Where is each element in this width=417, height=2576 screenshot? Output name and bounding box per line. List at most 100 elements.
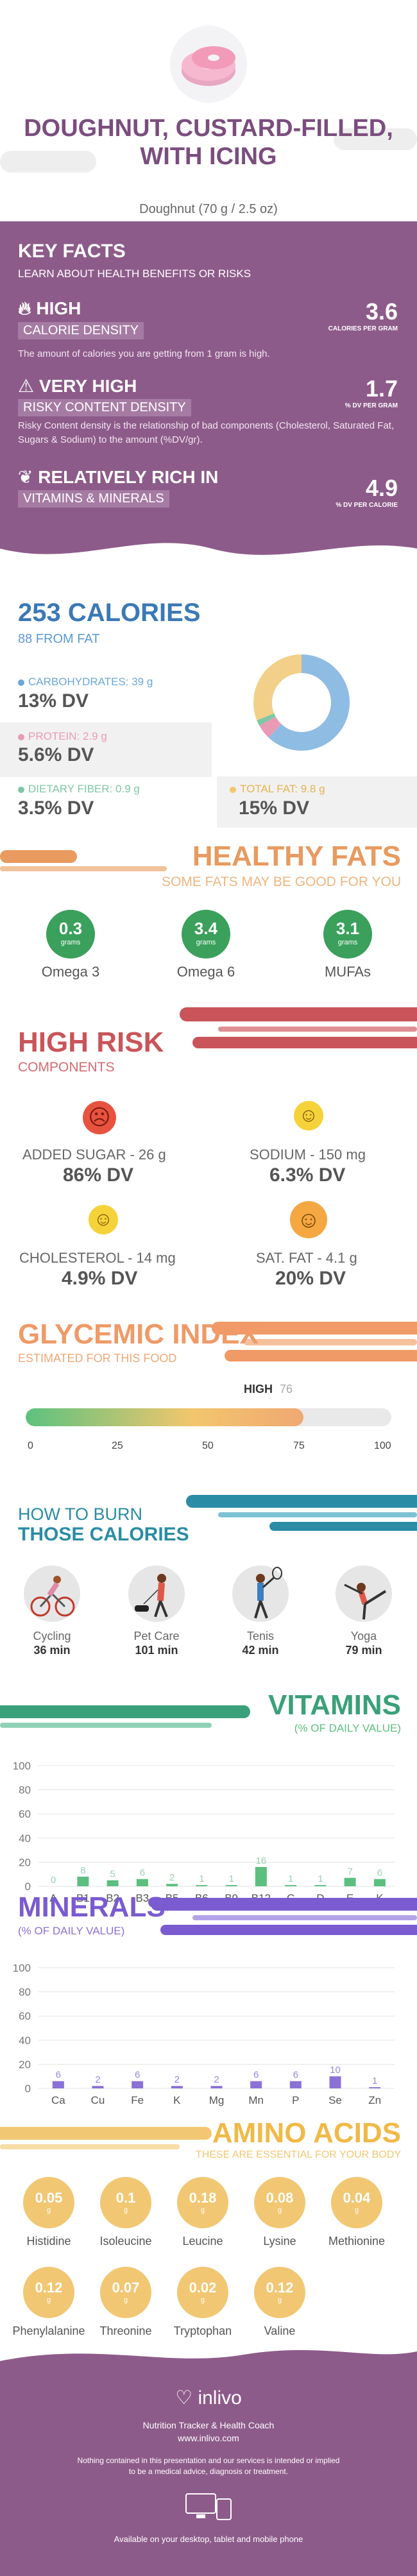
bar-K [373, 1879, 386, 1886]
bar-value-label: 8 [80, 1865, 85, 1876]
bar-Cu [92, 2086, 104, 2088]
bar-value-label: 0 [51, 1875, 56, 1886]
bar-Mn [250, 2081, 262, 2088]
amino-name: Leucine [182, 2235, 223, 2248]
x-tick-label: B2 [106, 1892, 119, 1904]
decor-stripe [212, 1322, 417, 1335]
bar-value-label: 5 [110, 1869, 115, 1880]
decor-stripe [160, 1925, 417, 1935]
minerals-subtitle: (% OF DAILY VALUE) [18, 1925, 125, 1937]
decor-stripe [0, 1723, 212, 1728]
glycemic-level: HIGH 76 [244, 1383, 293, 1395]
amino-badge: 0.1 g [100, 2177, 151, 2228]
x-tick-label: B1 [76, 1892, 90, 1904]
decor-stripe [0, 2127, 212, 2140]
cycling-icon [24, 1565, 80, 1622]
burn-title-line2: THOSE CALORIES [18, 1524, 189, 1545]
minerals-bar-chart: 100 80 60 40 20 0 6 Ca 2 Cu 6 Fe 2 K 2 Mg 6 Mn 6 P 10 Se 1 Zn [13, 1962, 395, 2106]
bar-value-label: 6 [56, 2070, 61, 2081]
activity-name: Tenis [246, 1630, 275, 1642]
footer-tagline: Nutrition Tracker & Health Coach [142, 2420, 275, 2430]
doughnut-icon [170, 26, 247, 103]
y-tick-label: 0 [25, 1881, 31, 1893]
sodium-label: SODIUM - 150 mg [250, 1147, 366, 1163]
x-tick-label: B3 [135, 1892, 149, 1904]
amino-unit: g [123, 2206, 128, 2214]
bar-value-label: 16 [256, 1855, 267, 1866]
decor-stripe [225, 1350, 417, 1361]
decor-cloud [0, 151, 96, 173]
wave-divider [0, 2350, 417, 2374]
flame-icon: 🔥︎ [18, 298, 31, 318]
glycemic-subtitle: ESTIMATED FOR THIS FOOD [18, 1352, 177, 1365]
protein-dv: 5.6% DV [18, 744, 94, 765]
bar-value-label: 1 [288, 1873, 293, 1884]
high-risk-subtitle: COMPONENTS [18, 1060, 115, 1075]
amino-badge: 0.18 g [177, 2177, 228, 2228]
x-tick-label: Mg [209, 2094, 225, 2106]
decor-stripe [0, 2144, 180, 2149]
bar-Se [329, 2076, 341, 2088]
amino-unit: g [123, 2296, 128, 2304]
protein-label: PROTEIN: 2.9 g [18, 730, 107, 743]
y-tick-label: 60 [19, 2010, 31, 2022]
mufas-label: MUFAs [324, 964, 371, 980]
bar-value-label: 10 [330, 2065, 341, 2076]
fiber-label: DIETARY FIBER: 0.9 g [18, 783, 140, 796]
added-sugar-label: ADDED SUGAR - 26 g [22, 1147, 166, 1163]
amino-name: Valine [264, 2324, 296, 2337]
glycemic-value: 76 [280, 1383, 293, 1395]
y-tick-label: 80 [19, 1986, 31, 1999]
bar-C [285, 1885, 297, 1886]
vitamins-minerals-value: 4.9 [365, 475, 398, 501]
amino-unit: g [200, 2206, 205, 2214]
glycemic-title: GLYCEMIC INDEX [18, 1318, 259, 1350]
footer-site[interactable]: www.inlivo.com [178, 2433, 239, 2443]
bar-value-label: 1 [372, 2076, 377, 2086]
bar-value-label: 6 [135, 2070, 140, 2081]
cholesterol-dv: 4.9% DV [62, 1268, 138, 1289]
activity-time: 101 min [135, 1644, 178, 1657]
warning-icon: ⚠ [18, 376, 35, 396]
y-tick-label: 0 [25, 2083, 31, 2095]
wave-divider [0, 543, 417, 581]
bar-value-label: 6 [293, 2070, 298, 2081]
gi-tick: 50 [202, 1440, 214, 1451]
amino-badge: 0.02 g [177, 2267, 228, 2318]
total-fat-label: TOTAL FAT: 9.8 g [230, 783, 325, 796]
amino-subtitle: THESE ARE ESSENTIAL FOR YOUR BODY [195, 2149, 401, 2160]
donut-slice-carbs [268, 654, 350, 751]
x-tick-label: Fe [131, 2094, 144, 2106]
key-facts-title: KEY FACTS [18, 241, 126, 262]
amino-unit: g [46, 2296, 51, 2304]
vitamins-subtitle: (% OF DAILY VALUE) [294, 1722, 401, 1734]
bar-P [289, 2081, 302, 2088]
amino-badge: 0.12 g [254, 2267, 305, 2318]
omega6-label: Omega 6 [176, 964, 235, 980]
pet-care-icon [128, 1565, 185, 1622]
y-tick-label: 100 [13, 1962, 31, 1974]
bar-B9 [225, 1885, 237, 1886]
amino-value: 0.12 [35, 2280, 63, 2296]
bar-value-label: 6 [140, 1868, 145, 1879]
gi-tick: 100 [374, 1440, 391, 1451]
protein-dot [18, 733, 24, 740]
vitamins-minerals-level: ❦ RELATIVELY RICH IN [18, 467, 219, 487]
amino-name: Phenylalanine [12, 2324, 85, 2337]
calorie-donut-chart [253, 654, 350, 751]
footer: ♡ inlivo Nutrition Tracker & Health Coac… [0, 2350, 417, 2576]
activity-time: 42 min [242, 1644, 279, 1657]
x-tick-label: Mn [248, 2094, 264, 2106]
vitamins-minerals-unit: % DV PER CALORIE [336, 502, 398, 509]
calorie-density-value: 3.6 [365, 298, 398, 325]
calorie-density-level: 🔥︎ HIGH [18, 298, 81, 318]
happy-face-icon: ☺ [290, 1201, 327, 1238]
glycemic-bar-fill [26, 1408, 304, 1426]
healthy-fats-title: HEALTHY FATS [192, 840, 401, 872]
decor-stripe [218, 1027, 417, 1032]
decor-stripe [218, 1512, 417, 1517]
vitamins-minerals-label: VITAMINS & MINERALS [18, 490, 169, 508]
vitamins-title: VITAMINS [268, 1689, 401, 1721]
amino-value: 0.05 [35, 2190, 63, 2206]
protein-band [0, 722, 212, 777]
